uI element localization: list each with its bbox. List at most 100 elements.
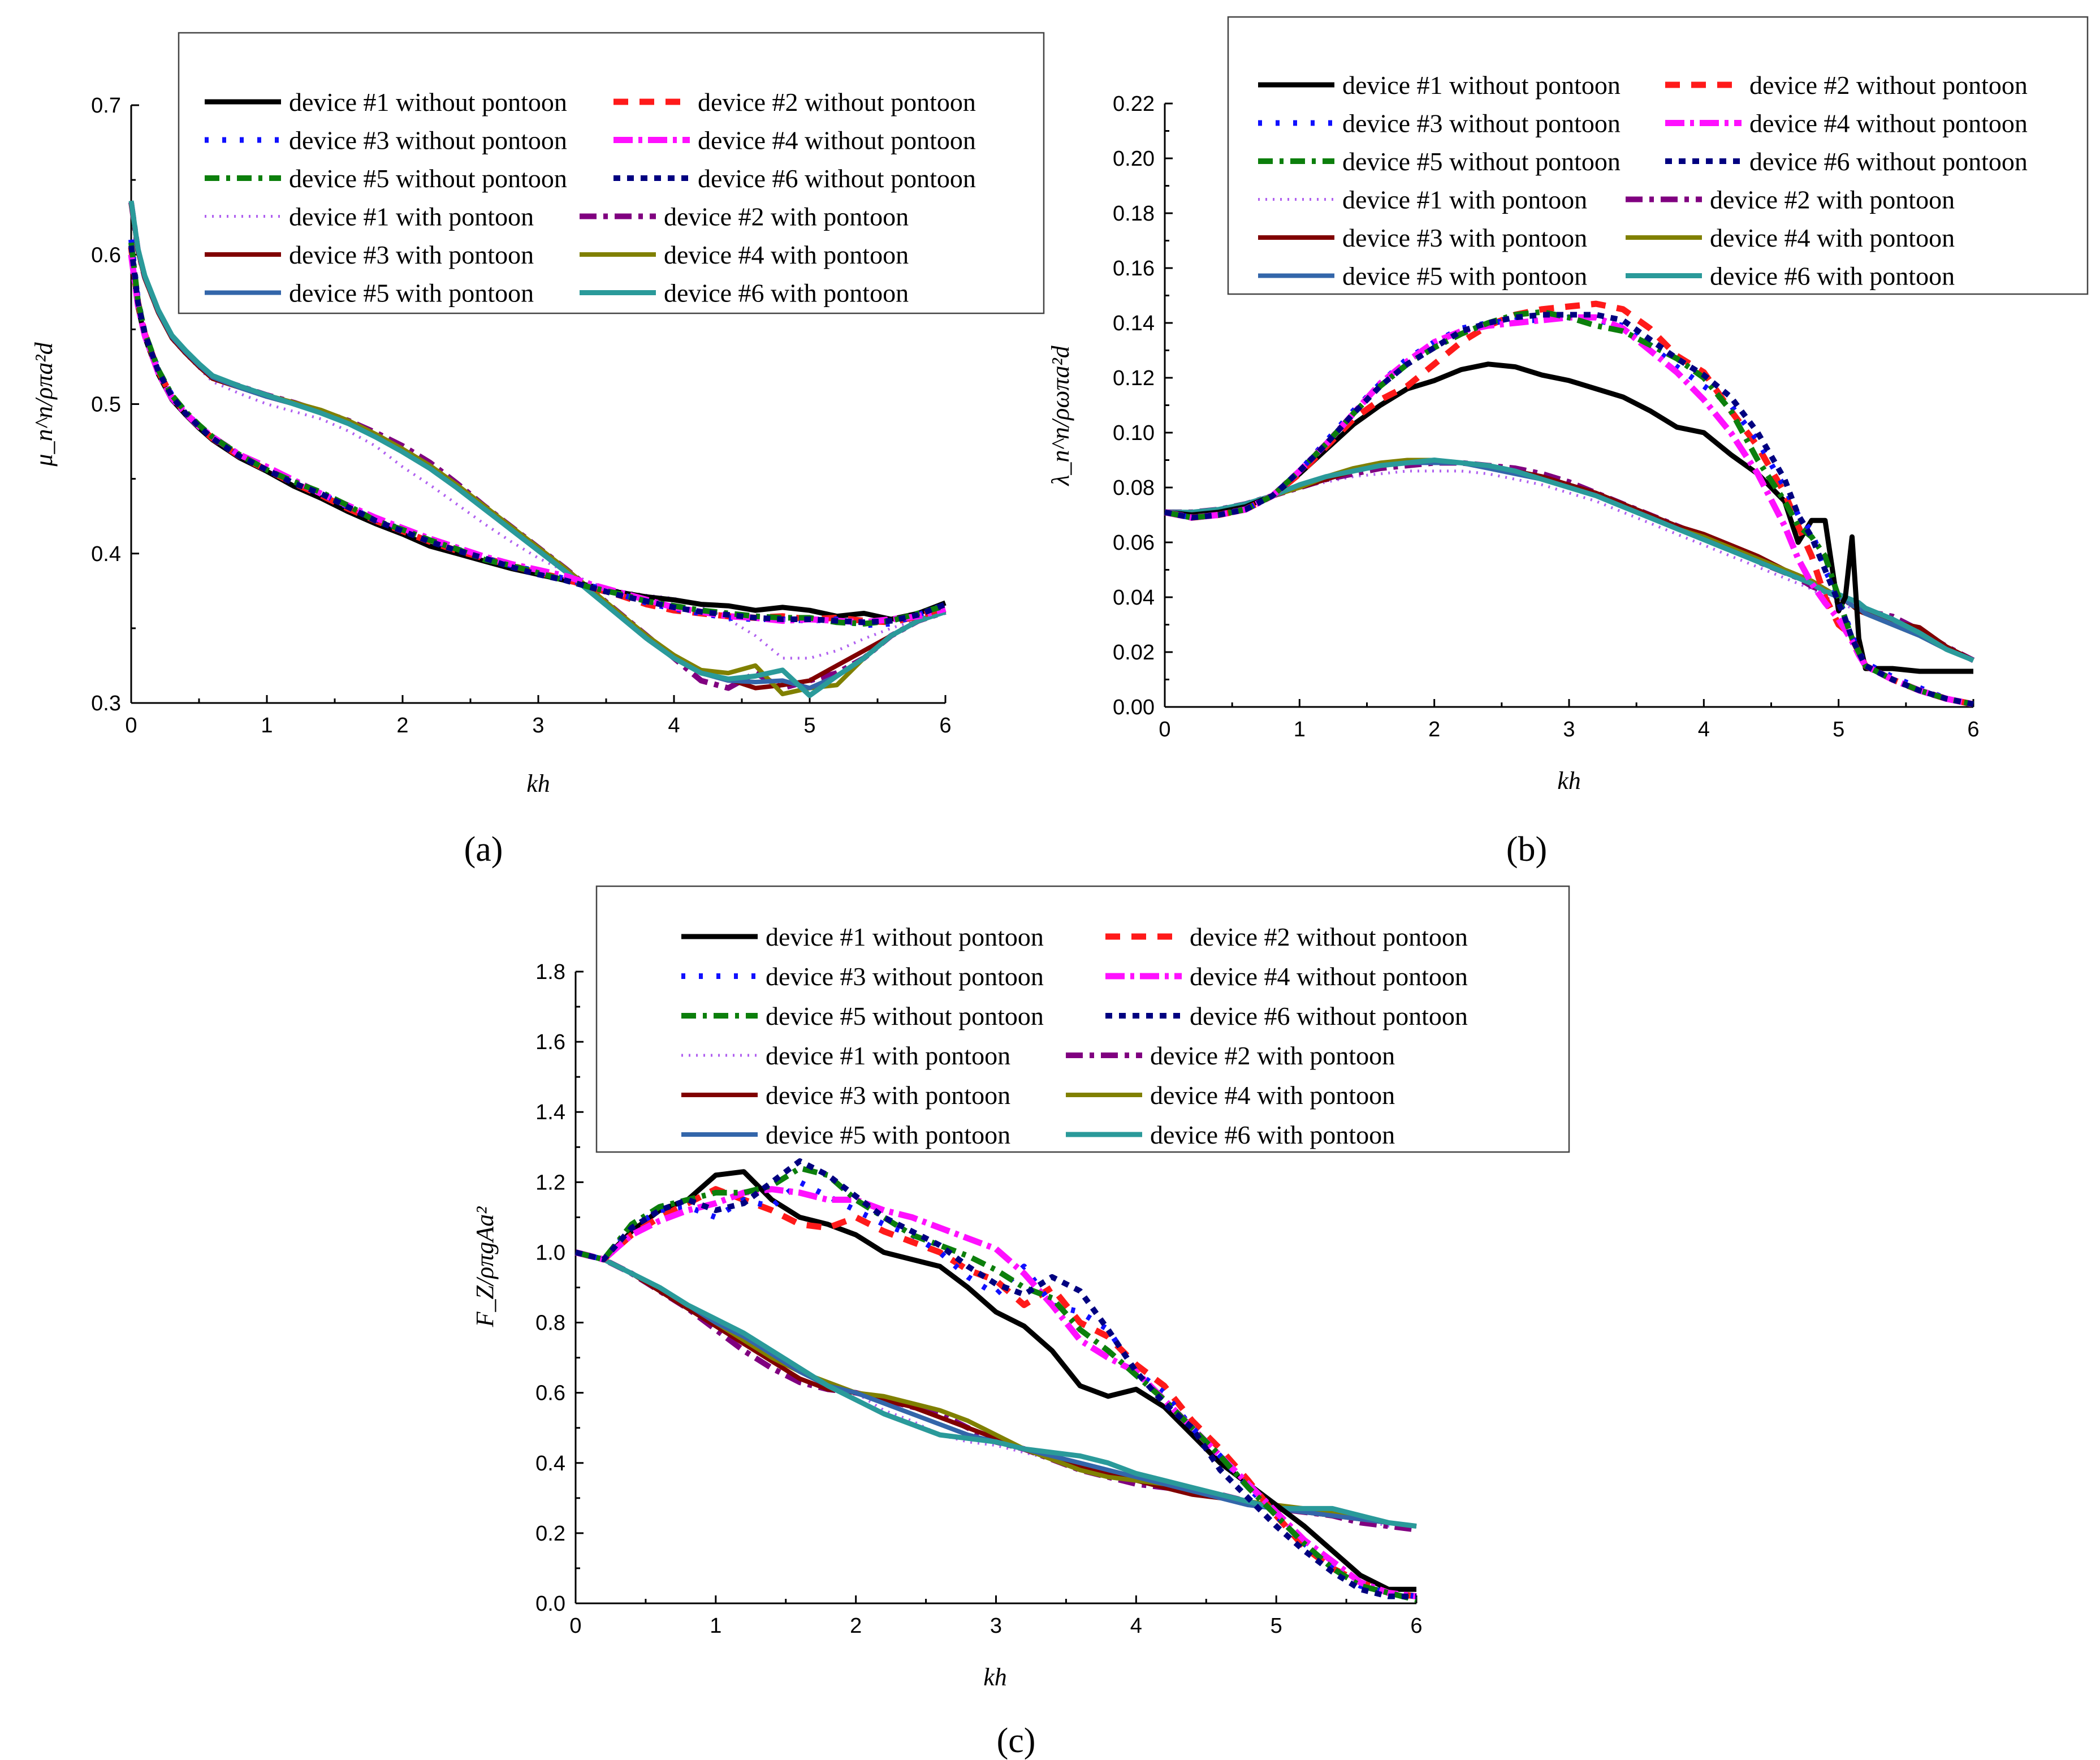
legend-label: device #4 without pontoon [1190, 962, 1468, 991]
y-tick-label: 0.4 [535, 1452, 565, 1476]
legend-label: device #4 without pontoon [698, 126, 976, 155]
x-tick-label: 4 [668, 714, 680, 737]
legend-label: device #2 without pontoon [698, 88, 976, 117]
x-tick-label: 5 [1271, 1614, 1282, 1638]
panel-a-series [128, 200, 947, 698]
legend-label: device #1 without pontoon [1342, 71, 1621, 100]
series-line-d6-without [574, 1158, 1416, 1599]
panel-c-ticks: 0 1 2 3 4 5 6 0.0 0.2 0.4 0.6 0.8 1.0 1.2 1.4 1.6 1.8 [535, 960, 1422, 1638]
y-tick-label: 1.0 [535, 1241, 565, 1265]
series-line-d3-without [1164, 314, 1974, 708]
series-line-d6-without [128, 245, 947, 626]
series-line-d5-without [574, 1165, 1418, 1603]
legend-label: device #5 with pontoon [289, 279, 534, 308]
panel-b-series [1164, 300, 1975, 708]
legend-label: device #2 with pontoon [1150, 1041, 1395, 1070]
legend-label: device #3 with pontoon [289, 240, 534, 269]
y-tick-label: 0.08 [1113, 476, 1155, 500]
panel-b-x-label: kh [1557, 767, 1581, 795]
legend-label: device #1 with pontoon [766, 1041, 1010, 1070]
y-tick-label: 0.14 [1113, 312, 1155, 335]
series-line-d4-without [1164, 314, 1974, 708]
series-line-d1-without [1164, 361, 1973, 674]
legend-label: device #2 without pontoon [1190, 922, 1468, 951]
x-tick-label: 5 [803, 714, 815, 737]
x-tick-label: 1 [710, 1614, 721, 1638]
panel-b-ticks: 0 1 2 3 4 5 6 0.00 0.02 0.04 0.06 0.08 0.10 0.12 0.14 0… [1113, 92, 1980, 741]
panel-c-legend-entries: device #1 without pontoon device #2 witho… [681, 922, 1468, 1149]
x-tick-label: 3 [532, 714, 544, 737]
series-line-d6-with [1165, 458, 1974, 663]
y-tick-label: 0.16 [1113, 257, 1155, 281]
y-tick-label: 0.04 [1113, 586, 1155, 610]
y-tick-label: 0.00 [1113, 696, 1155, 719]
panel-c-legend [595, 885, 1570, 1153]
panel-c: 0 1 2 3 4 5 6 0.0 0.2 0.4 0.6 0.8 1.0 1.2 1.4 1.6 1.8 kh… [471, 885, 1570, 1760]
series-line-d3-with [575, 1250, 1417, 1529]
y-tick-label: 1.4 [535, 1101, 565, 1124]
y-tick-label: 0.3 [91, 692, 121, 715]
x-tick-label: 3 [1563, 718, 1575, 741]
legend-label: device #2 with pontoon [1710, 186, 1955, 214]
legend-label: device #3 with pontoon [1342, 223, 1587, 252]
y-tick-label: 0.4 [91, 542, 121, 566]
series-line-d3-without [574, 1179, 1417, 1599]
x-tick-label: 2 [850, 1614, 862, 1638]
panel-b-y-label: λ_n^n/ρωπa²d [1047, 345, 1074, 486]
panel-a-y-label: μ_n^n/ρπa²d [30, 342, 58, 467]
legend-label: device #3 with pontoon [766, 1081, 1010, 1110]
y-tick-label: 0.20 [1113, 147, 1155, 171]
x-tick-label: 6 [1967, 718, 1979, 741]
legend-label: device #5 without pontoon [1342, 147, 1621, 176]
legend-label: device #1 without pontoon [766, 922, 1044, 951]
y-tick-label: 0.06 [1113, 531, 1155, 555]
y-tick-label: 0.6 [535, 1382, 565, 1405]
legend-label: device #2 with pontoon [664, 202, 909, 231]
legend-label: device #1 without pontoon [289, 88, 567, 117]
panel-c-series [574, 1158, 1418, 1603]
series-line-d1-without [574, 1169, 1416, 1592]
legend-label: device #6 with pontoon [664, 279, 909, 308]
legend-label: device #3 without pontoon [289, 126, 567, 155]
panel-c-x-label: kh [983, 1663, 1007, 1691]
y-tick-label: 1.8 [535, 960, 565, 984]
x-tick-label: 2 [396, 714, 408, 737]
y-tick-label: 0.0 [535, 1592, 565, 1616]
x-tick-label: 2 [1428, 718, 1440, 741]
legend-label: device #6 with pontoon [1710, 262, 1955, 291]
series-line-d4-with [575, 1250, 1417, 1529]
series-line-d6-without [1164, 312, 1974, 708]
legend-label: device #6 with pontoon [1150, 1120, 1395, 1149]
x-tick-label: 5 [1833, 718, 1844, 741]
legend-label: device #6 without pontoon [1190, 1002, 1468, 1030]
series-line-d1-with [575, 1250, 1417, 1532]
x-tick-label: 0 [125, 714, 137, 737]
panel-a-ticks: 0 1 2 3 4 5 6 0.3 0.4 0.5 0.6 0.7 [91, 94, 951, 737]
x-tick-label: 4 [1130, 1614, 1142, 1638]
x-tick-label: 6 [939, 714, 951, 737]
legend-label: device #4 without pontoon [1749, 109, 2028, 138]
panel-a: 0 1 2 3 4 5 6 0.3 0.4 0.5 0.6 0.7 kh μ_n^n/ρπa²d (a… [30, 32, 1045, 869]
legend-label: device #1 with pontoon [289, 202, 534, 231]
x-tick-label: 4 [1698, 718, 1710, 741]
x-tick-label: 1 [1294, 718, 1306, 741]
legend-label: device #5 without pontoon [766, 1002, 1044, 1030]
x-tick-label: 0 [569, 1614, 581, 1638]
panel-a-label: (a) [464, 830, 503, 869]
y-tick-label: 0.18 [1113, 202, 1155, 226]
legend-label: device #2 without pontoon [1749, 71, 2028, 100]
series-line-d2-with [574, 1249, 1417, 1533]
panel-c-y-label: F_Z/ρπgAa² [471, 1206, 499, 1328]
panel-b: 0 1 2 3 4 5 6 0.00 0.02 0.04 0.06 0.08 0.10 0.12 0.14 0… [1047, 16, 2089, 869]
legend-label: device #4 with pontoon [1150, 1081, 1395, 1110]
legend-label: device #3 without pontoon [1342, 109, 1621, 138]
y-tick-label: 1.6 [535, 1030, 565, 1054]
legend-label: device #4 with pontoon [1710, 223, 1955, 252]
legend-label: device #1 with pontoon [1342, 186, 1587, 214]
x-tick-label: 1 [261, 714, 273, 737]
series-line-d6-with [574, 1250, 1417, 1529]
y-tick-label: 0.10 [1113, 421, 1155, 445]
x-tick-label: 0 [1159, 718, 1170, 741]
panel-a-legend-entries: device #1 without pontoon device #2 witho… [205, 88, 976, 308]
